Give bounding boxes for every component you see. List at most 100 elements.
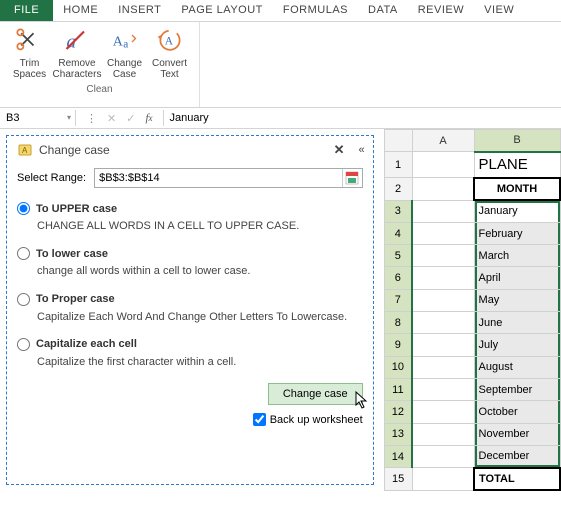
cell-A12[interactable] xyxy=(412,401,474,423)
radio-upper[interactable] xyxy=(17,202,30,215)
option-lower[interactable]: To lower case change all words within a … xyxy=(17,247,363,278)
cell-A5[interactable] xyxy=(412,245,474,267)
formula-bar: B3 ⋮ ✕ ✓ fx January xyxy=(0,107,561,129)
cancel-icon[interactable]: ✕ xyxy=(107,112,116,125)
fx-icon[interactable]: fx xyxy=(145,112,152,124)
radio-lower[interactable] xyxy=(17,247,30,260)
cell-A4[interactable] xyxy=(412,222,474,244)
range-picker-icon[interactable] xyxy=(342,169,362,187)
col-B-header[interactable]: B xyxy=(474,130,560,152)
radio-capitalize[interactable] xyxy=(17,338,30,351)
row-9-header[interactable]: 9 xyxy=(384,334,412,356)
change-case-button[interactable]: Aa Change Case xyxy=(103,26,146,82)
remove-chars-icon: a xyxy=(63,28,91,56)
range-input-wrap xyxy=(94,168,363,188)
cell-A15[interactable] xyxy=(412,468,474,490)
cell-B12[interactable]: October xyxy=(474,401,560,423)
cell-A13[interactable] xyxy=(412,423,474,445)
cell-A2[interactable] xyxy=(412,178,474,200)
label-capitalize: Capitalize each cell xyxy=(36,338,137,350)
convert-text-icon: A xyxy=(156,28,184,56)
row-5-header[interactable]: 5 xyxy=(384,245,412,267)
row-1-header[interactable]: 1 xyxy=(384,152,412,178)
confirm-icon[interactable]: ✓ xyxy=(126,112,135,125)
cell-B7[interactable]: May xyxy=(474,289,560,311)
tab-formulas[interactable]: FORMULAS xyxy=(273,0,358,21)
cell-A6[interactable] xyxy=(412,267,474,289)
tab-view[interactable]: VIEW xyxy=(474,0,524,21)
formula-bar-icons: ⋮ ✕ ✓ fx xyxy=(76,112,163,125)
row-3-header[interactable]: 3 xyxy=(384,200,412,222)
pane-icon: A xyxy=(17,142,33,158)
svg-text:A: A xyxy=(22,146,28,155)
option-upper[interactable]: To UPPER case CHANGE ALL WORDS IN A CELL… xyxy=(17,202,363,233)
cell-A8[interactable] xyxy=(412,312,474,334)
pane-title: Change case xyxy=(39,143,328,157)
svg-text:A: A xyxy=(164,36,173,48)
option-capitalize[interactable]: Capitalize each cell Capitalize the firs… xyxy=(17,338,363,369)
cell-A3[interactable] xyxy=(412,200,474,222)
convert-text-button[interactable]: A Convert Text xyxy=(148,26,191,82)
cell-A11[interactable] xyxy=(412,378,474,400)
close-icon[interactable]: ✕ xyxy=(334,142,345,158)
cell-A10[interactable] xyxy=(412,356,474,378)
tab-insert[interactable]: INSERT xyxy=(108,0,171,21)
cell-B2[interactable]: MONTH xyxy=(474,178,560,200)
cell-B5[interactable]: March xyxy=(474,245,560,267)
cell-A9[interactable] xyxy=(412,334,474,356)
option-proper[interactable]: To Proper case Capitalize Each Word And … xyxy=(17,293,363,324)
select-range-label: Select Range: xyxy=(17,172,86,184)
backup-checkbox[interactable] xyxy=(253,413,266,426)
corner-cell[interactable] xyxy=(384,130,412,152)
row-8-header[interactable]: 8 xyxy=(384,312,412,334)
cell-B9[interactable]: July xyxy=(474,334,560,356)
tab-review[interactable]: REVIEW xyxy=(408,0,474,21)
worksheet-grid[interactable]: A B 1 PLANE 2 MONTH 3 January 4 February 5 Ma… xyxy=(384,129,561,491)
cell-B6[interactable]: April xyxy=(474,267,560,289)
svg-text:A: A xyxy=(112,35,123,50)
change-case-action-button[interactable]: Change case xyxy=(268,383,363,405)
row-15-header[interactable]: 15 xyxy=(384,468,412,490)
range-input[interactable] xyxy=(95,170,342,186)
cell-B3[interactable]: January xyxy=(474,200,560,222)
change-case-pane: A Change case ✕ « Select Range: To UPPER… xyxy=(6,135,374,485)
cell-B14[interactable]: December xyxy=(474,445,560,467)
trim-spaces-button[interactable]: Trim Spaces xyxy=(8,26,51,82)
tab-data[interactable]: DATA xyxy=(358,0,408,21)
row-12-header[interactable]: 12 xyxy=(384,401,412,423)
cell-B13[interactable]: November xyxy=(474,423,560,445)
tab-page-layout[interactable]: PAGE LAYOUT xyxy=(171,0,273,21)
formula-input[interactable]: January xyxy=(163,110,561,126)
ribbon-group-clean: Trim Spaces a Remove Characters Aa Chang… xyxy=(0,22,200,107)
remove-characters-button[interactable]: a Remove Characters xyxy=(53,26,101,82)
cell-B10[interactable]: August xyxy=(474,356,560,378)
cell-B4[interactable]: February xyxy=(474,222,560,244)
name-box[interactable]: B3 xyxy=(0,110,76,126)
tab-file[interactable]: FILE xyxy=(0,0,53,21)
row-4-header[interactable]: 4 xyxy=(384,222,412,244)
svg-text:a: a xyxy=(123,38,128,50)
scissors-icon xyxy=(16,28,44,56)
col-A-header[interactable]: A xyxy=(412,130,474,152)
row-10-header[interactable]: 10 xyxy=(384,356,412,378)
cell-A7[interactable] xyxy=(412,289,474,311)
row-11-header[interactable]: 11 xyxy=(384,378,412,400)
cell-B15[interactable]: TOTAL xyxy=(474,468,560,490)
row-14-header[interactable]: 14 xyxy=(384,445,412,467)
cell-A1[interactable] xyxy=(412,152,474,178)
row-2-header[interactable]: 2 xyxy=(384,178,412,200)
backup-label: Back up worksheet xyxy=(270,414,363,426)
cell-B1[interactable]: PLANE xyxy=(474,152,560,178)
cell-A14[interactable] xyxy=(412,445,474,467)
desc-capitalize: Capitalize the first character within a … xyxy=(37,355,363,369)
collapse-icon[interactable]: « xyxy=(359,144,363,156)
tab-home[interactable]: HOME xyxy=(53,0,108,21)
cell-B11[interactable]: September xyxy=(474,378,560,400)
label-upper: To UPPER case xyxy=(36,203,117,215)
change-case-icon: Aa xyxy=(111,28,139,56)
row-13-header[interactable]: 13 xyxy=(384,423,412,445)
row-6-header[interactable]: 6 xyxy=(384,267,412,289)
row-7-header[interactable]: 7 xyxy=(384,289,412,311)
cell-B8[interactable]: June xyxy=(474,312,560,334)
radio-proper[interactable] xyxy=(17,293,30,306)
